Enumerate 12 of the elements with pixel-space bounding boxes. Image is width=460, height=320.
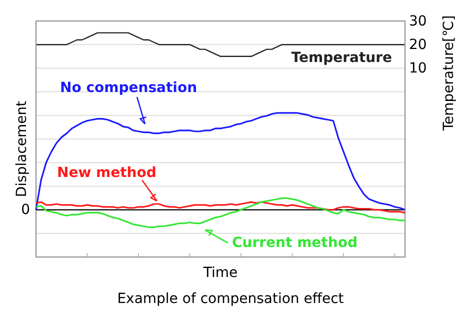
series-label: New method [57, 165, 156, 181]
legend-label: Current method [232, 235, 358, 251]
x-axis-title: Time [202, 265, 238, 281]
y-axis-title: Displacement [14, 100, 30, 198]
text: Example of compensation effect [117, 291, 344, 307]
y-axis-title: Temperature[℃] [441, 15, 457, 132]
text: No compensation [60, 80, 198, 96]
ref-line-label: 0 [21, 202, 30, 218]
y-tick-label: 20 [409, 37, 427, 54]
y-tick-label: 30 [409, 13, 427, 30]
series-label: Temperature [291, 50, 392, 66]
y-tick-label: 10 [409, 60, 427, 77]
